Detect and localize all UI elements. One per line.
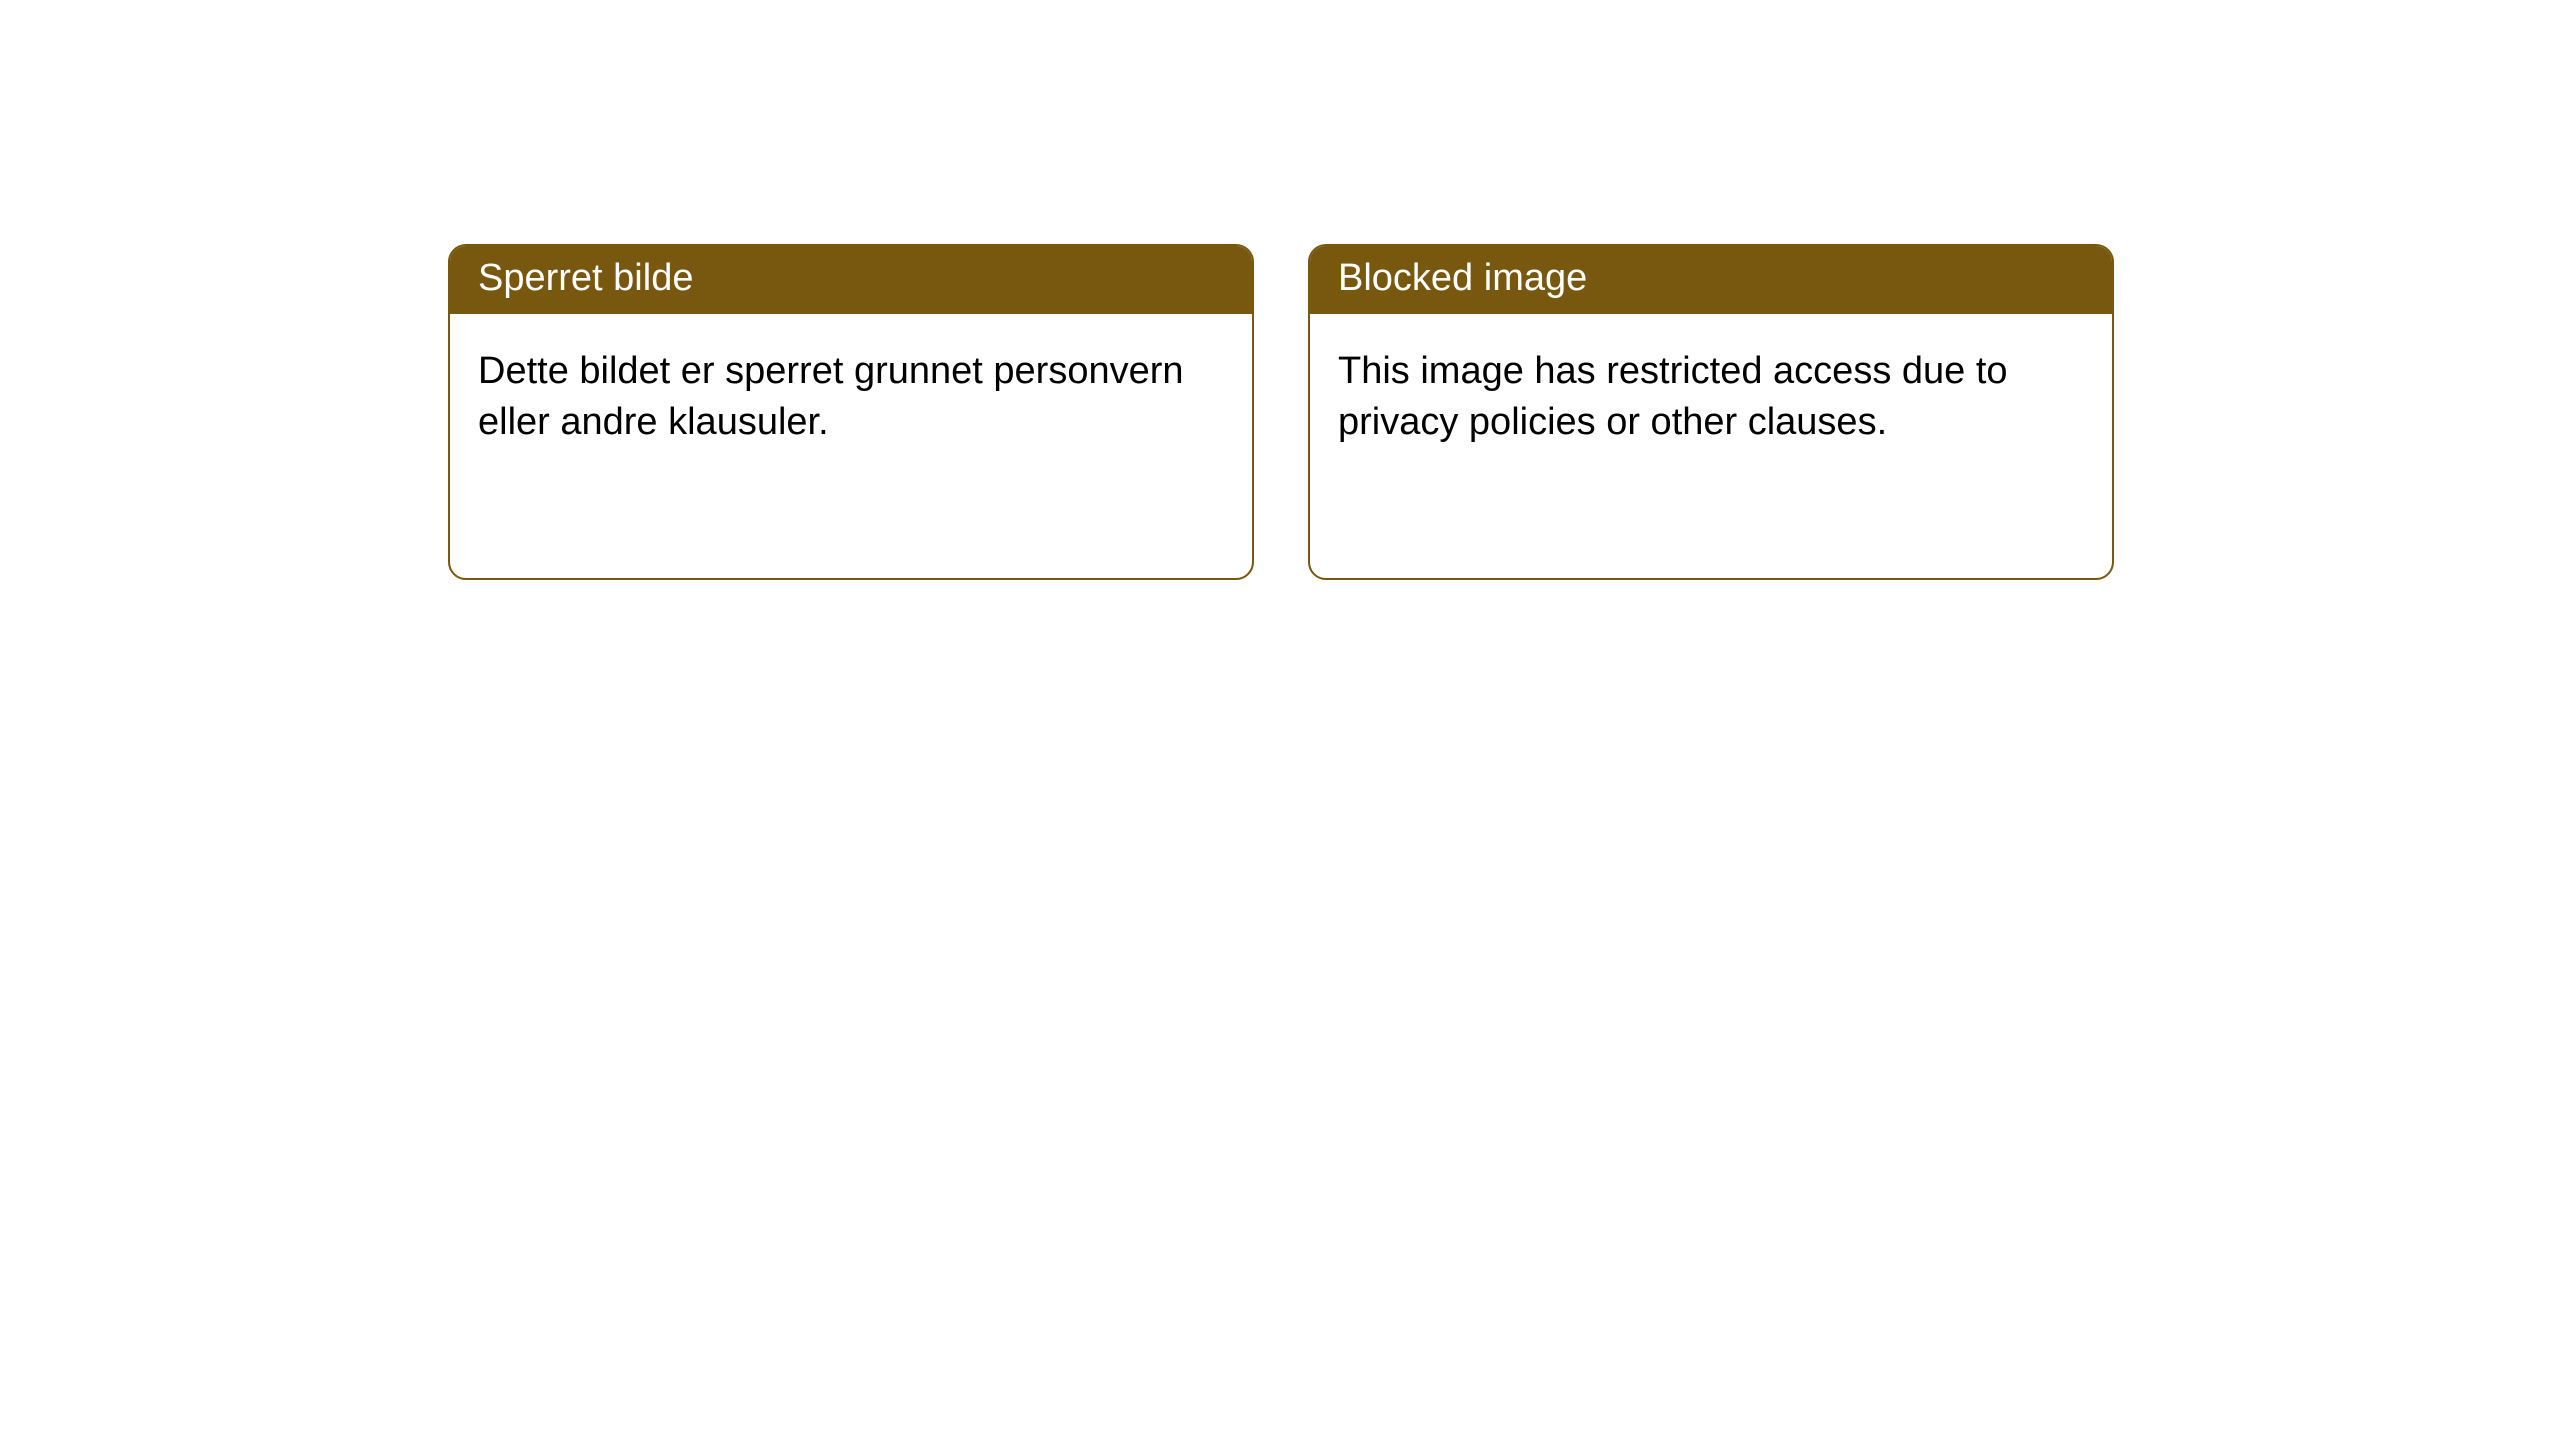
notice-body-norwegian: Dette bildet er sperret grunnet personve… (450, 314, 1252, 481)
notice-card-norwegian: Sperret bilde Dette bildet er sperret gr… (448, 244, 1254, 580)
notice-card-english: Blocked image This image has restricted … (1308, 244, 2114, 580)
notice-body-english: This image has restricted access due to … (1310, 314, 2112, 481)
notice-title-norwegian: Sperret bilde (450, 246, 1252, 314)
notice-title-english: Blocked image (1310, 246, 2112, 314)
notice-container: Sperret bilde Dette bildet er sperret gr… (448, 244, 2114, 580)
